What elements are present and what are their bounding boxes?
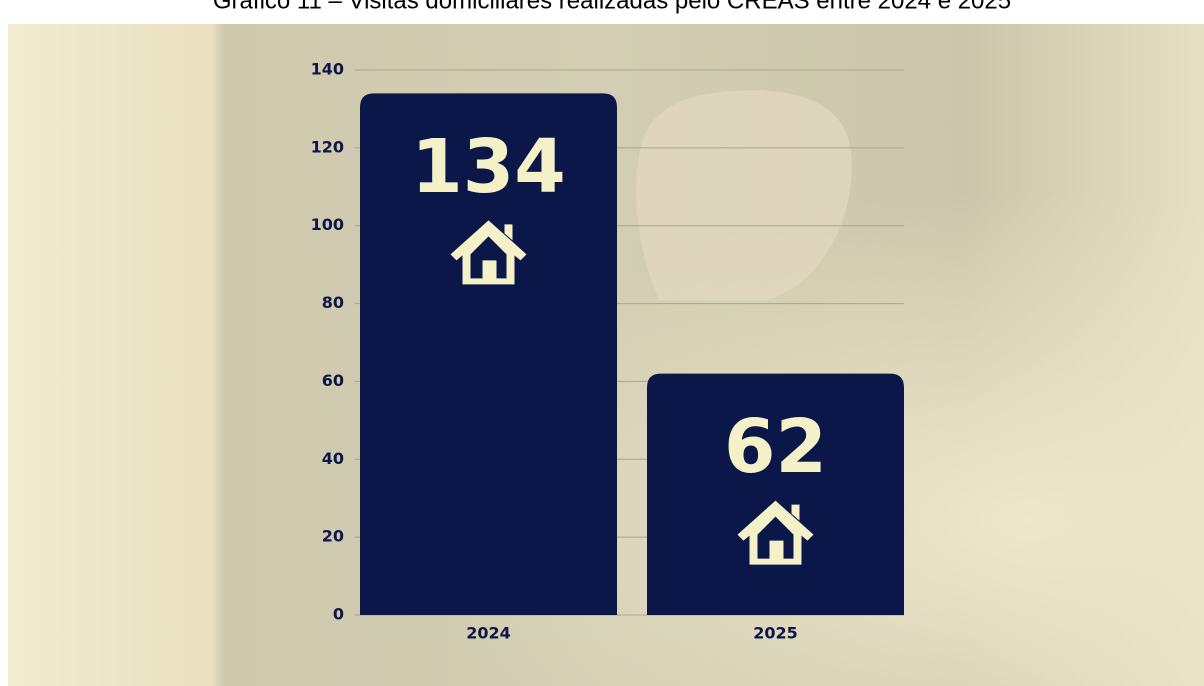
house-icon [450,220,527,285]
background-hand [636,90,852,300]
y-tick-label: 80 [322,293,344,312]
y-tick-label: 60 [322,371,344,390]
y-tick-label: 40 [322,449,344,468]
bar [360,93,617,616]
y-tick-label: 100 [311,215,344,234]
y-tick-label: 0 [333,605,344,624]
house-icon [737,500,814,565]
chart-title: Gráfico 11 – Visitas domiciliares realiz… [213,0,1011,14]
value-label: 134 [411,124,565,210]
y-tick-label: 140 [311,60,344,79]
house-shape [450,220,527,285]
x-tick-label: 2024 [466,624,511,643]
bar [647,373,904,615]
x-tick-label: 2025 [753,624,798,643]
y-tick-label: 120 [311,137,344,156]
house-shape [737,500,814,565]
y-tick-label: 20 [322,527,344,546]
value-label: 62 [724,404,827,490]
